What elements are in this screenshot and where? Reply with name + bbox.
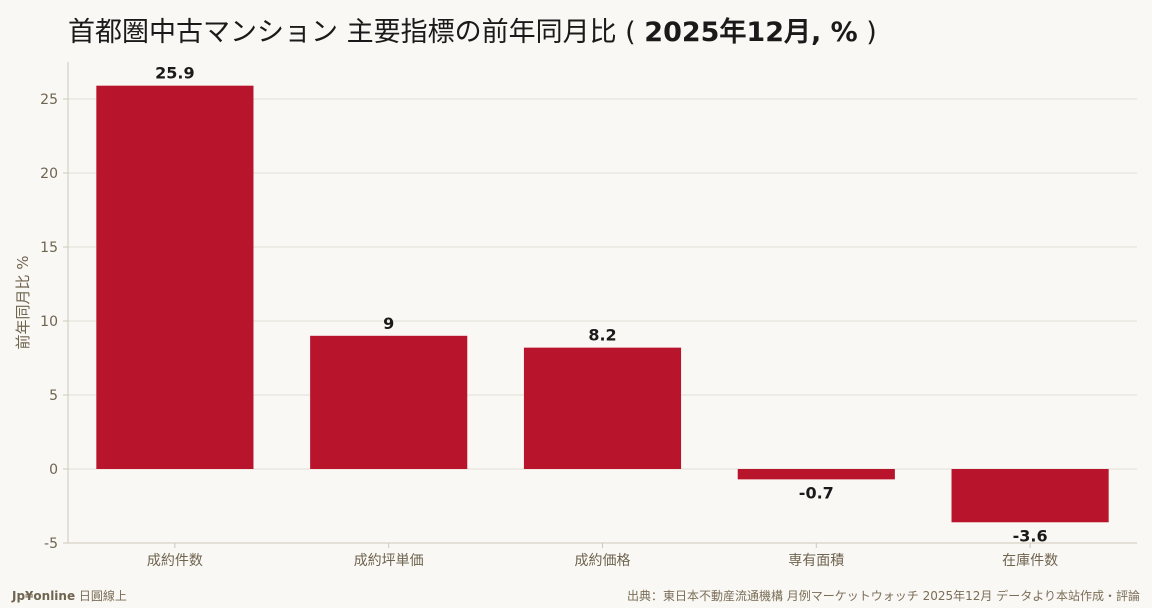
bar-4 bbox=[737, 469, 895, 480]
footer-brand: Jp¥online 日圓線上 bbox=[12, 587, 127, 604]
brand-subtitle: 日圓線上 bbox=[75, 589, 127, 603]
title-period: 2025年12月, % bbox=[644, 17, 858, 48]
chart-title: 首都圏中古マンション 主要指標の前年同月比 ( 2025年12月, % ) bbox=[68, 10, 877, 49]
y-tick-label: 0 bbox=[49, 462, 58, 478]
x-tick-label: 在庫件数 bbox=[1002, 552, 1058, 569]
y-axis-label: 前年同月比 % bbox=[14, 255, 32, 349]
brand-name: Jp¥online bbox=[12, 589, 76, 603]
x-tick-label: 専有面積 bbox=[788, 553, 844, 569]
x-tick-label: 成約価格 bbox=[575, 553, 631, 569]
data-label-1: 25.9 bbox=[155, 64, 194, 83]
y-tick-label: 15 bbox=[40, 240, 58, 256]
bar-3 bbox=[523, 347, 682, 469]
bar-5 bbox=[951, 469, 1109, 523]
bar-1 bbox=[96, 85, 254, 470]
y-tick-label: 10 bbox=[40, 314, 58, 330]
title-close: ) bbox=[857, 17, 877, 48]
bar-2 bbox=[310, 335, 468, 469]
y-tick-label: -5 bbox=[44, 536, 58, 552]
y-tick-label: 5 bbox=[49, 388, 58, 404]
x-tick-label: 成約坪単価 bbox=[354, 553, 424, 569]
data-label-3: 8.2 bbox=[588, 326, 616, 345]
data-label-2: 9 bbox=[383, 314, 394, 333]
footer-source: 出典：東日本不動産流通機構 月例マーケットウォッチ 2025年12月 データより… bbox=[626, 589, 1140, 603]
y-tick-label: 25 bbox=[40, 92, 58, 108]
y-tick-label: 20 bbox=[40, 166, 58, 182]
title-main: 首都圏中古マンション 主要指標の前年同月比 ( bbox=[68, 17, 645, 48]
data-label-4: -0.7 bbox=[799, 483, 834, 502]
x-tick-label: 成約件数 bbox=[147, 553, 203, 569]
data-label-5: -3.6 bbox=[1013, 526, 1048, 545]
